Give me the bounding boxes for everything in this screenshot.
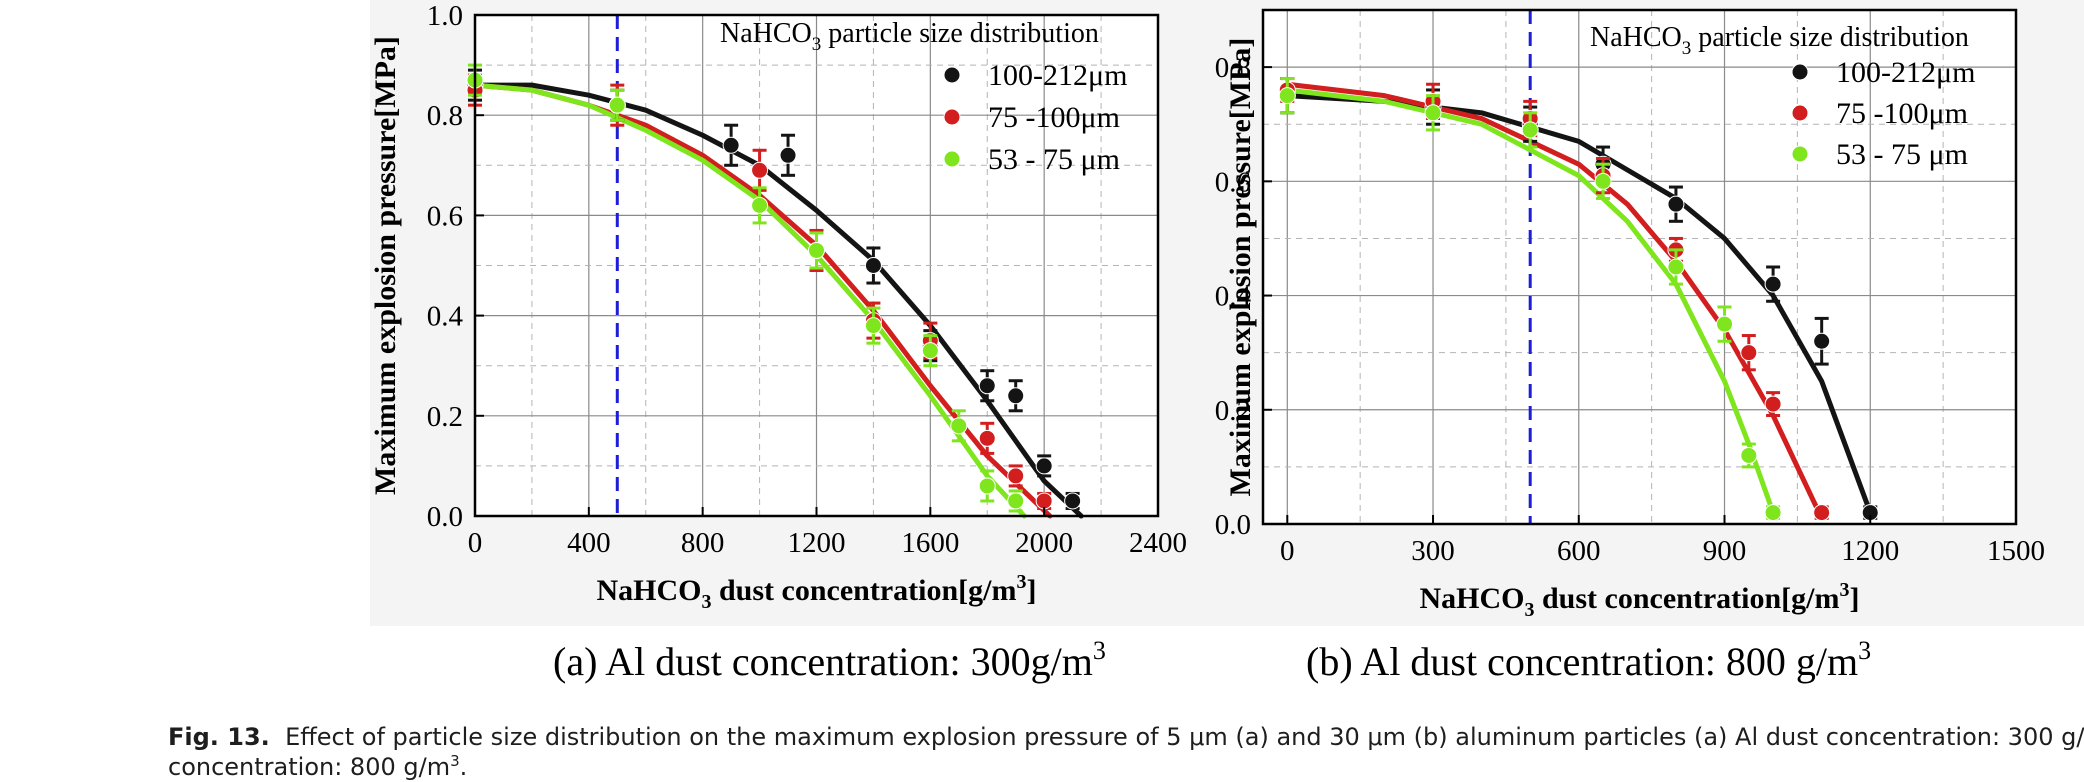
y-tick-label: 0.2 — [1215, 395, 1251, 427]
x-tick-label: 1200 — [788, 527, 846, 559]
x-tick-label: 1200 — [1841, 535, 1899, 567]
fit-curve — [1284, 81, 1825, 521]
x-tick-label: 2000 — [1015, 527, 1073, 559]
data-point — [1035, 492, 1053, 510]
axes-frame — [1261, 8, 2018, 526]
data-point — [1521, 121, 1539, 139]
y-tick-label: 0.8 — [427, 100, 463, 132]
data-point — [608, 96, 626, 114]
data-point — [1594, 172, 1612, 190]
y-tick-label: 1.0 — [427, 0, 463, 32]
chart-panel-a: 0 400 800 1200 1600 2000 2400 0.0 0.2 0.4 0.6 0.8 1.… — [369, 0, 1187, 684]
caption-line-1: Fig. 13. Effect of particle size distrib… — [168, 722, 2084, 752]
legend-label: 100-212μm — [1836, 56, 1975, 89]
x-tick-label: 900 — [1703, 535, 1747, 567]
data-point — [978, 429, 996, 447]
fit-curve — [472, 82, 1084, 519]
legend-marker — [1791, 104, 1809, 122]
fit-curve — [1284, 87, 1776, 516]
data-point — [1035, 457, 1053, 475]
legend-label: 75 -100μm — [988, 101, 1120, 134]
legend-label: 100-212μm — [988, 59, 1127, 92]
figure-caption: Fig. 13. Effect of particle size distrib… — [168, 722, 2084, 782]
data-point — [1740, 344, 1758, 362]
x-tick-label: 1600 — [901, 527, 959, 559]
data-point — [1007, 387, 1025, 405]
caption-text-2: concentration: 800 g/m — [168, 753, 451, 781]
data-point — [1740, 446, 1758, 464]
x-axis-title: NaHCO3 dust concentration[g/m3] — [597, 571, 1037, 613]
data-point — [1716, 315, 1734, 333]
data-point — [1764, 275, 1782, 293]
data-point — [751, 196, 769, 214]
data-point — [1424, 104, 1442, 122]
data-point — [921, 342, 939, 360]
data-point — [1007, 467, 1025, 485]
data-point — [950, 417, 968, 435]
caption-line-2: concentration: 800 g/m3. — [168, 752, 2084, 782]
data-point — [1764, 504, 1782, 522]
x-axis-title: NaHCO3 dust concentration[g/m3] — [1420, 579, 1860, 621]
y-tick-label: 0.4 — [1215, 281, 1252, 313]
y-axis-title: Maximum explosion pressure[MPa] — [369, 36, 402, 495]
data-point — [978, 377, 996, 395]
legend-marker — [1791, 63, 1809, 81]
legend-title: NaHCO3 particle size distribution — [720, 18, 1099, 55]
x-tick-label: 600 — [1557, 535, 1601, 567]
data-point — [751, 161, 769, 179]
data-point — [808, 241, 825, 259]
legend-marker — [1791, 145, 1809, 163]
x-tick-label: 0 — [1280, 535, 1295, 567]
data-point — [1064, 492, 1082, 510]
data-point — [1813, 504, 1831, 522]
x-tick-label: 800 — [681, 527, 725, 559]
x-tick-label: 0 — [468, 527, 483, 559]
y-tick-label: 0.8 — [1215, 52, 1251, 84]
chart-panel-b: 0 300 600 900 1200 1500 0.0 0.2 0.4 0.6 0.8 NaHCO3 … — [1215, 8, 2045, 684]
data-point — [1667, 195, 1685, 213]
data-point — [722, 136, 740, 154]
y-tick-label: 0.0 — [1215, 509, 1251, 541]
data-point — [864, 317, 882, 335]
legend-marker — [943, 108, 961, 126]
data-point — [1813, 332, 1831, 350]
panel-label: (a) Al dust concentration: 300g/m3 — [553, 636, 1106, 684]
legend-label: 53 - 75 μm — [1836, 138, 1968, 171]
y-tick-label: 0.6 — [1215, 166, 1251, 198]
x-tick-label: 1500 — [1987, 535, 2045, 567]
y-tick-label: 0.0 — [427, 501, 463, 533]
data-point — [1278, 87, 1296, 105]
panel-label: (b) Al dust concentration: 800 g/m3 — [1306, 636, 1871, 684]
data-point — [1007, 492, 1025, 510]
data-point — [864, 257, 882, 274]
legend-label: 75 -100μm — [1836, 97, 1968, 130]
caption-text: Effect of particle size distribution on … — [285, 723, 2084, 751]
legend-marker — [943, 150, 961, 168]
legend-label: 53 - 75 μm — [988, 143, 1120, 176]
x-tick-label: 2400 — [1129, 527, 1187, 559]
caption-sup: 3 — [450, 752, 460, 770]
y-tick-label: 0.6 — [427, 200, 463, 232]
x-tick-label: 300 — [1411, 535, 1455, 567]
y-tick-label: 0.2 — [427, 401, 463, 433]
y-tick-label: 0.4 — [427, 301, 464, 333]
x-tick-label: 400 — [567, 527, 611, 559]
data-point — [1667, 258, 1685, 276]
legend-title: NaHCO3 particle size distribution — [1590, 22, 1969, 59]
data-point — [1764, 395, 1782, 413]
caption-end: . — [459, 753, 468, 781]
caption-label: Fig. 13. — [168, 723, 270, 751]
data-point — [978, 477, 996, 495]
y-axis-title: Maximum explosion pressure[MPa] — [1224, 38, 1257, 497]
data-point — [779, 146, 797, 164]
legend-marker — [943, 66, 961, 84]
